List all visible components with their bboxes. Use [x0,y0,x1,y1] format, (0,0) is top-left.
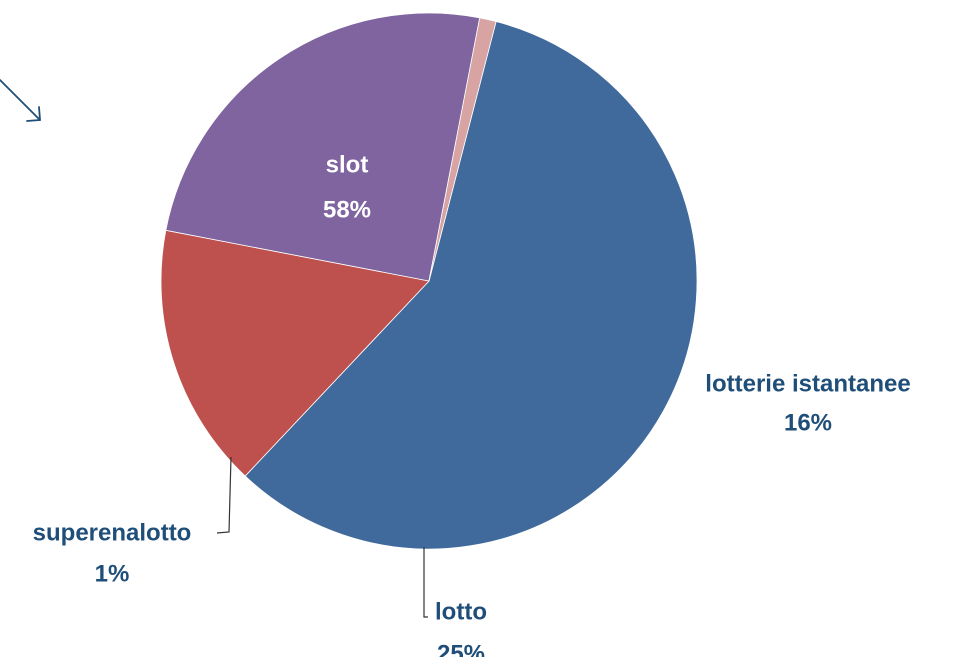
slice-label-lotterie-istantanee: lotterie istantanee [705,371,910,398]
arrow-icon [0,79,41,122]
pie-slice-lotterie-istantanee [160,229,430,477]
leader-line-lotto [423,547,428,618]
slices-layer [160,12,698,550]
slice-value-superenalotto: 1% [95,561,130,588]
leader-lines [216,456,428,618]
arrow-shaft [0,79,41,121]
slice-value-lotterie-istantanee: 16% [784,410,832,437]
leader-line-superenalotto [216,456,232,534]
slice-value-slot: 58% [323,197,371,224]
pie-slice-superenalotto [428,17,497,282]
pie-slice-lotto [165,12,481,282]
pie-slice-slot [244,21,698,550]
slice-label-slot: slot [326,152,369,179]
arrow-head [26,106,41,122]
slice-label-lotto: lotto [435,599,487,626]
labels-layer: slot 58% lotterie istantanee 16% lotto 25% sup… [33,152,911,657]
slice-label-superenalotto: superenalotto [33,520,192,547]
slice-value-lotto: 25% [437,641,485,657]
